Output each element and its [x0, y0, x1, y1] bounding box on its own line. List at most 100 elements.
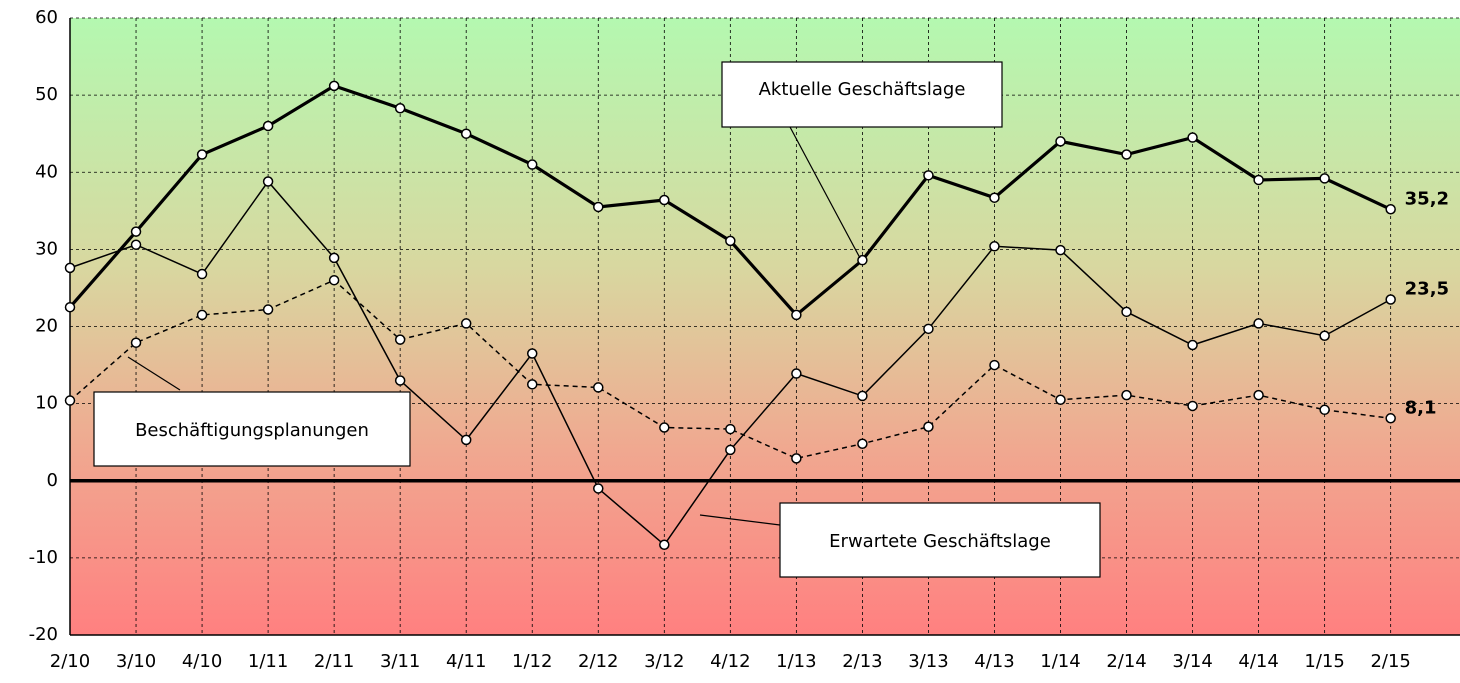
data-point: [1055, 136, 1066, 147]
x-tick-label: 4/12: [710, 651, 750, 672]
data-point: [857, 254, 868, 266]
value-label: 8,1: [1405, 397, 1437, 418]
data-point: [1385, 204, 1396, 215]
data-point: [923, 170, 934, 181]
x-tick-label: 1/15: [1304, 651, 1344, 672]
data-point: [460, 434, 472, 446]
series-line: [69, 279, 1391, 460]
x-tick-label: 1/14: [1040, 651, 1080, 672]
x-tick-label: 1/13: [776, 651, 816, 672]
data-point: [989, 241, 1000, 252]
value-label: 35,2: [1405, 188, 1449, 209]
x-tick-label: 1/12: [512, 651, 552, 672]
x-tick-label: 2/13: [842, 651, 882, 672]
y-tick-label: 50: [35, 84, 58, 105]
y-tick-label: -10: [29, 547, 58, 568]
x-tick-label: 3/10: [116, 651, 156, 672]
x-tick-label: 1/11: [248, 651, 288, 672]
x-tick-label: 2/11: [314, 651, 354, 672]
data-point: [196, 149, 208, 160]
x-tick-label: 3/11: [380, 651, 420, 672]
y-tick-label: 40: [35, 161, 58, 182]
data-point: [725, 444, 736, 456]
x-tick-label: 4/11: [446, 651, 486, 672]
data-point: [328, 80, 340, 92]
x-tick-label: 2/12: [578, 651, 618, 672]
x-tick-label: 2/15: [1370, 651, 1410, 672]
callout-label: Beschäftigungsplanungen: [135, 420, 369, 441]
data-point: [64, 262, 76, 274]
data-point: [857, 438, 868, 449]
data-point: [857, 390, 868, 402]
x-tick-label: 3/13: [908, 651, 948, 672]
data-point: [262, 176, 274, 187]
y-tick-label: 0: [47, 470, 58, 491]
data-point: [1253, 318, 1264, 329]
data-point: [130, 226, 142, 237]
data-point: [791, 368, 802, 379]
leader-line: [699, 514, 781, 526]
data-point: [460, 318, 472, 329]
data-point: [262, 120, 274, 132]
data-point: [130, 337, 142, 348]
data-point: [64, 301, 76, 313]
callout-box: [721, 61, 1003, 128]
y-tick-label: -20: [29, 624, 58, 645]
data-point: [394, 375, 406, 386]
x-tick-label: 4/13: [974, 651, 1014, 672]
y-tick-label: 60: [35, 7, 58, 28]
x-tick-label: 2/10: [50, 651, 90, 672]
data-point: [725, 423, 736, 435]
data-point: [1121, 389, 1132, 401]
data-point: [923, 323, 934, 335]
data-point: [593, 382, 604, 393]
data-point: [196, 309, 208, 321]
data-point: [659, 422, 670, 433]
callout-box: [93, 391, 411, 467]
x-tick-label: 3/14: [1172, 651, 1212, 672]
data-point: [1055, 244, 1066, 256]
data-point: [1187, 339, 1198, 351]
x-tick-label: 2/14: [1106, 651, 1146, 672]
data-point: [130, 239, 142, 250]
y-tick-label: 20: [35, 316, 58, 337]
data-point: [659, 539, 670, 551]
data-point: [526, 379, 538, 390]
leader-line: [127, 356, 181, 391]
leader-line: [789, 126, 861, 259]
data-point: [328, 274, 340, 286]
data-point: [659, 194, 670, 206]
data-point: [394, 334, 406, 345]
data-point: [1253, 174, 1264, 186]
data-point: [526, 159, 538, 170]
data-point: [1187, 132, 1198, 143]
data-point: [989, 192, 1000, 203]
data-point: [460, 128, 472, 139]
data-point: [1253, 389, 1264, 401]
data-point: [989, 359, 1000, 371]
callout-label: Aktuelle Geschäftslage: [759, 79, 966, 100]
data-point: [64, 395, 76, 406]
data-point: [1385, 294, 1396, 305]
data-point: [725, 235, 736, 247]
data-point: [526, 348, 538, 359]
data-point: [1121, 149, 1132, 160]
x-tick-label: 3/12: [644, 651, 684, 672]
data-point: [262, 304, 274, 315]
callout-box: [779, 502, 1101, 578]
data-point: [1385, 413, 1396, 424]
data-point: [1121, 306, 1132, 318]
data-point: [196, 268, 208, 280]
data-point: [791, 309, 802, 321]
data-point: [1055, 394, 1066, 406]
callout-label: Erwartete Geschäftslage: [829, 531, 1051, 552]
data-point: [791, 453, 802, 464]
x-tick-label: 4/14: [1238, 651, 1278, 672]
data-point: [1319, 330, 1330, 342]
y-tick-label: 30: [35, 238, 58, 259]
data-point: [394, 102, 406, 114]
data-point: [1187, 400, 1198, 412]
data-point: [593, 201, 604, 213]
y-tick-label: 10: [35, 393, 58, 414]
